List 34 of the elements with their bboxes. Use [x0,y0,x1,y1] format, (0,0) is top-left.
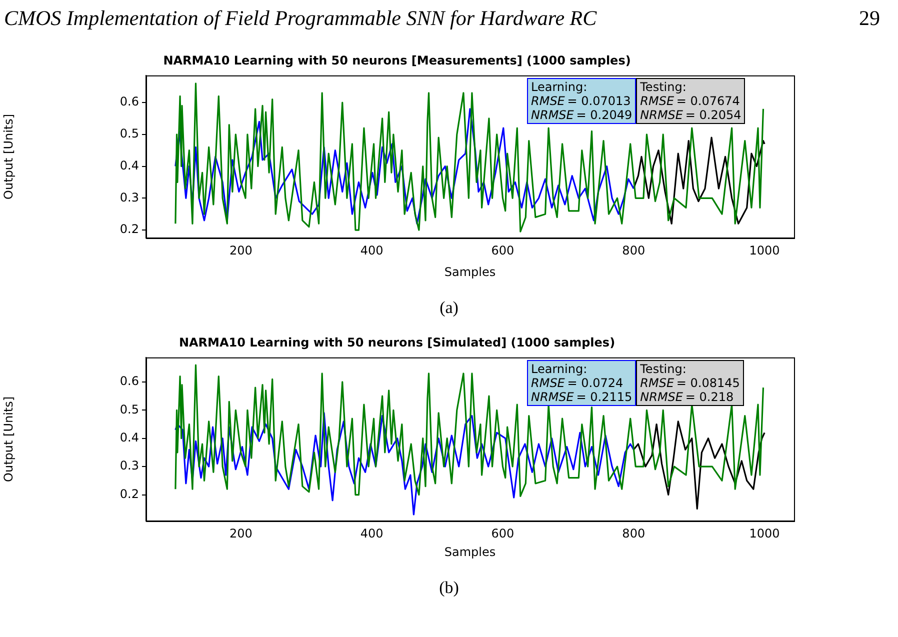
y-tick-label: 0.4 [120,158,139,172]
text: (b) [438,578,460,598]
x-tick-label: 200 [229,526,252,540]
x-tick-label: 600 [491,243,514,258]
annotation: Learning: RMSE = 0.07013 NRMSE = 0.2049 [531,80,632,122]
annotation: Learning: RMSE = 0.0724 NRMSE = 0.2115 [531,362,632,404]
x-tick-label: 200 [229,243,252,258]
y-tick-label: 0.4 [120,430,139,444]
y-tick-label: 0.3 [120,458,139,473]
x-tick-label: 1000 [749,526,780,540]
text: (a) [438,298,460,318]
chart-title: NARMA10 Learning with 50 neurons [Measurements] (1000 samples) [163,53,631,68]
x-tick-label: 800 [622,526,646,540]
annotation: Testing: RMSE = 0.07674 NRMSE = 0.2054 [640,80,742,122]
y-tick-label: 0.6 [120,94,139,109]
y-tick-label: 0.6 [120,374,139,388]
x-axis-title: Samples [444,264,496,279]
x-tick-label: 1000 [749,243,780,258]
y-tick-label: 0.5 [120,126,139,141]
y-tick-label: 0.5 [120,402,139,416]
x-axis-title: Samples [444,544,496,559]
y-tick-label: 0.2 [120,222,139,236]
text: 29 [859,6,880,31]
y-axis-title: Output [Units] [1,114,16,200]
chart-title: NARMA10 Learning with 50 neurons [Simulated] (1000 samples) [178,335,616,350]
y-tick-label: 0.2 [120,486,139,501]
x-tick-label: 600 [491,526,514,540]
annotation: Testing: RMSE = 0.08145 NRMSE = 0.218 [640,362,740,404]
y-axis-title: Output [Units] [1,396,16,482]
x-tick-label: 400 [360,243,384,258]
y-tick-label: 0.3 [120,190,139,204]
x-tick-label: 400 [360,526,384,540]
text: CMOS Implementation of Field Programmable SNN for Hardware RC [4,6,597,31]
x-tick-label: 800 [622,243,646,258]
